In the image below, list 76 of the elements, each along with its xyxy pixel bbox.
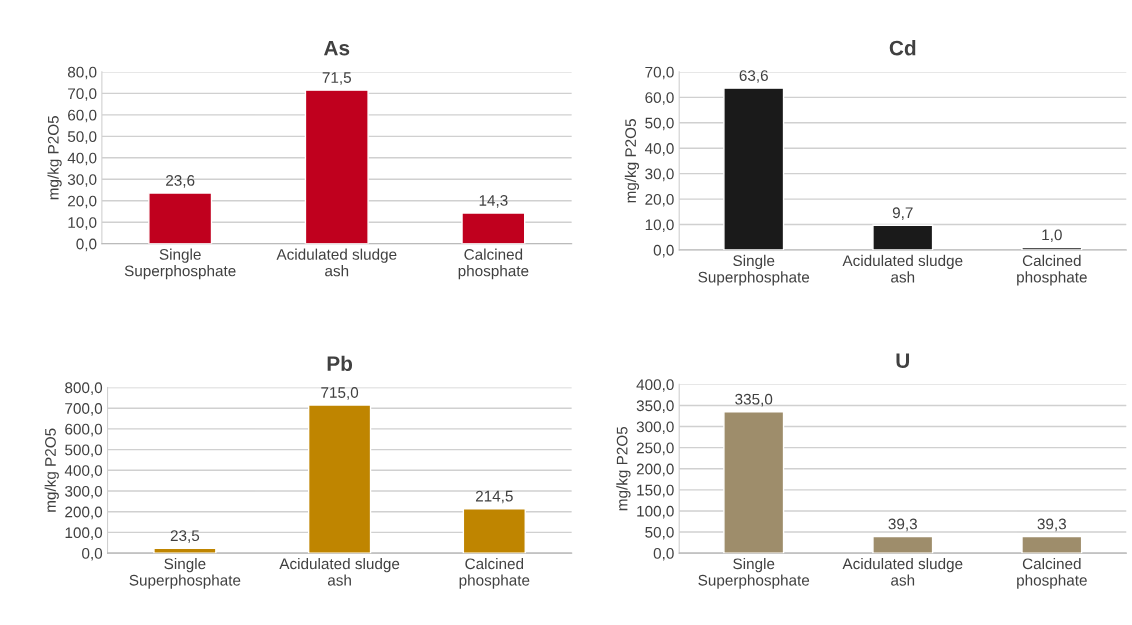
bar (1021, 246, 1083, 250)
data-label: 63,6 (739, 70, 768, 83)
chart-title: Pb (327, 355, 353, 372)
x-tick-label: Single Superphosphate (124, 248, 236, 280)
x-tick-label: Single Superphosphate (129, 557, 241, 589)
y-tick-label: 60,0 (68, 109, 97, 123)
y-axis-title: mg/kg P2O5 (624, 119, 640, 203)
x-tick-label: Calcined phosphate (458, 248, 529, 280)
y-tick-label: 40,0 (644, 143, 674, 156)
y-tick-label: 300,0 (65, 485, 103, 499)
y-tick-label: 70,0 (68, 88, 97, 101)
y-tick-label: 800,0 (65, 382, 103, 395)
y-tick-label: 20,0 (68, 195, 97, 209)
y-tick-label: 400,0 (636, 379, 674, 392)
y-tick-label: 20,0 (645, 193, 674, 207)
y-axis-title: mg/kg P2O5 (616, 426, 631, 511)
bar (304, 89, 369, 244)
y-tick-label: 70,0 (645, 66, 674, 80)
y-tick-label: 30,0 (67, 174, 97, 187)
y-tick-label: 50,0 (645, 117, 674, 131)
data-label: 39,3 (888, 518, 917, 532)
data-label: 71,5 (322, 72, 351, 85)
chart-title: As (323, 40, 350, 56)
x-tick-label: Calcined phosphate (1017, 254, 1087, 286)
y-tick-label: 10,0 (68, 217, 97, 230)
y-tick-label: 100,0 (65, 527, 103, 540)
y-tick-label: 200,0 (636, 463, 674, 477)
bar (148, 192, 213, 244)
chart-title: Cd (889, 40, 916, 56)
bar (153, 547, 217, 554)
y-tick-label: 400,0 (64, 465, 103, 478)
data-label: 39,3 (1037, 518, 1067, 532)
y-tick-label: 50,0 (67, 131, 97, 144)
data-label: 23,5 (170, 530, 200, 543)
data-label: 715,0 (321, 387, 359, 400)
x-tick-label: Acidulated sludge ash (276, 248, 397, 277)
y-tick-label: 300,0 (636, 421, 674, 435)
y-tick-label: 30,0 (645, 168, 674, 182)
bar (462, 508, 526, 554)
bar (872, 224, 934, 250)
x-tick-label: Acidulated sludge ash (842, 254, 963, 283)
y-tick-label: 0,0 (76, 238, 97, 252)
bar (461, 212, 526, 244)
y-tick-label: 500,0 (65, 444, 103, 458)
bar (307, 404, 372, 554)
y-tick-label: 50,0 (645, 526, 674, 540)
chart-title: U (896, 353, 910, 368)
data-label: 14,3 (479, 195, 508, 208)
y-tick-label: 40,0 (67, 152, 97, 166)
y-axis-title: mg/kg P2O5 (47, 115, 62, 200)
y-tick-label: 0,0 (82, 547, 103, 561)
y-tick-label: 200,0 (65, 506, 103, 520)
data-label: 1,0 (1042, 229, 1062, 243)
y-tick-label: 250,0 (636, 442, 674, 456)
x-tick-label: Calcined phosphate (459, 557, 530, 589)
y-tick-label: 60,0 (645, 92, 674, 105)
data-label: 214,5 (475, 490, 513, 504)
x-tick-label: Acidulated sludge ash (842, 557, 963, 586)
x-tick-label: Calcined phosphate (1017, 557, 1087, 589)
y-tick-label: 700,0 (65, 403, 103, 416)
data-label: 23,6 (166, 175, 195, 188)
x-tick-label: Single Superphosphate (698, 254, 810, 286)
y-axis-title: mg/kg P2O5 (44, 428, 59, 512)
y-tick-label: 350,0 (636, 400, 674, 413)
y-tick-label: 0,0 (653, 244, 674, 258)
y-tick-label: 10,0 (645, 219, 674, 233)
x-tick-label: Single Superphosphate (698, 557, 810, 589)
bar (723, 87, 785, 250)
y-tick-label: 80,0 (67, 66, 97, 80)
y-tick-label: 100,0 (637, 505, 674, 519)
y-tick-label: 150,0 (637, 484, 674, 498)
data-label: 9,7 (892, 207, 913, 220)
y-tick-label: 600,0 (65, 423, 103, 437)
data-label: 335,0 (735, 393, 773, 407)
x-tick-label: Acidulated sludge ash (279, 557, 400, 586)
y-tick-label: 0,0 (653, 547, 674, 561)
